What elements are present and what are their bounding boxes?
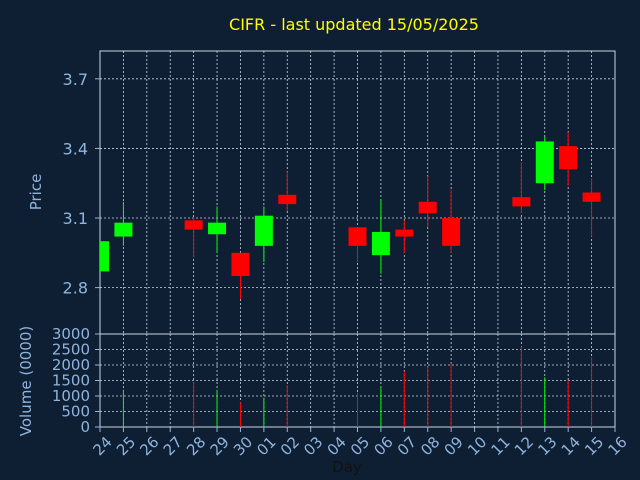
- volume-axis-label: Volume (0000): [17, 326, 35, 436]
- candle-body: [114, 222, 133, 237]
- price-tick-label: 3.4: [63, 139, 88, 158]
- candle-body: [184, 220, 203, 230]
- candle-body: [208, 222, 227, 235]
- volume-tick-label: 500: [61, 403, 90, 421]
- volume-tick-label: 2500: [52, 341, 90, 359]
- candle-body: [535, 141, 554, 184]
- volume-tick-label: 3000: [52, 325, 90, 343]
- candle-body: [395, 229, 414, 237]
- candle-body: [512, 197, 531, 207]
- candle-body: [100, 241, 109, 272]
- candle-body: [371, 231, 390, 256]
- chart-title: CIFR - last updated 15/05/2025: [229, 15, 479, 34]
- candle-body: [418, 201, 437, 214]
- candle-body: [582, 192, 601, 202]
- volume-tick-label: 1500: [52, 372, 90, 390]
- volume-tick-label: 1000: [52, 387, 90, 405]
- candle-body: [442, 218, 461, 246]
- price-tick-label: 3.1: [63, 209, 88, 228]
- candle-body: [559, 146, 578, 170]
- price-axis-label: Price: [27, 174, 45, 211]
- price-tick-label: 3.7: [63, 70, 88, 89]
- volume-tick-label: 0: [80, 418, 90, 436]
- candle-body: [278, 194, 297, 205]
- candle-body: [231, 252, 250, 277]
- x-axis-label: Day: [332, 458, 362, 476]
- price-tick-label: 2.8: [63, 279, 88, 298]
- candle-body: [348, 227, 367, 246]
- candle-body: [254, 215, 273, 246]
- volume-tick-label: 2000: [52, 356, 90, 374]
